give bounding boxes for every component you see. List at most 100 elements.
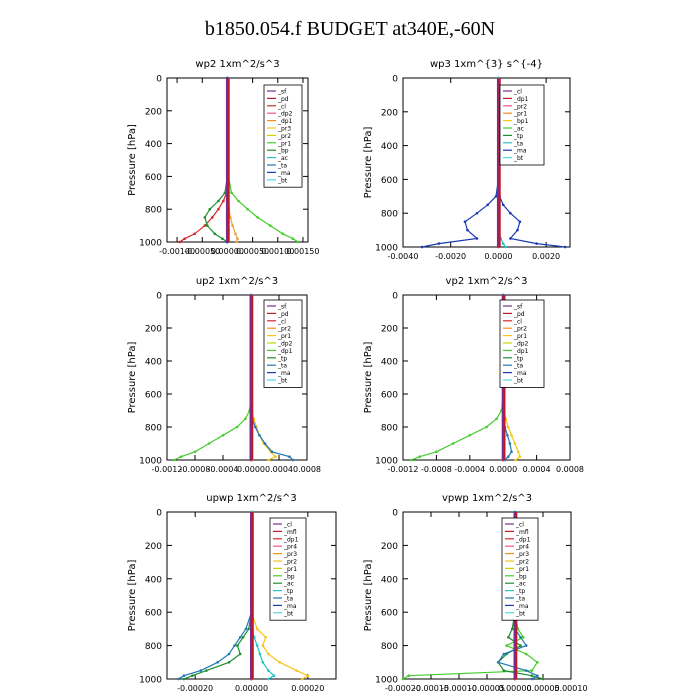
y-tick-label: 600 bbox=[381, 609, 398, 619]
legend-label: _ta bbox=[513, 140, 523, 147]
series-point bbox=[230, 191, 233, 195]
x-tick-label: -0.0008 bbox=[180, 465, 211, 474]
x-tick-label: 0.00020 bbox=[291, 684, 324, 693]
legend-label: _tp bbox=[277, 355, 287, 362]
legend-label: _pr1 bbox=[277, 333, 291, 340]
series-point bbox=[516, 450, 520, 454]
y-axis-label: Pressure [hPa] bbox=[363, 560, 374, 632]
y-tick-label: 800 bbox=[381, 210, 398, 220]
legend-label: _dp1 bbox=[277, 348, 293, 355]
y-axis-label: Pressure [hPa] bbox=[363, 127, 374, 199]
series-point bbox=[291, 237, 295, 240]
legend-label: _bp bbox=[515, 573, 527, 580]
series-point bbox=[267, 458, 270, 462]
x-tick-label: 0.0000 bbox=[484, 252, 512, 261]
chart-panel-3: up2 1xm^2/s^3 0 200 400 600 800 1000 Pressure [… bbox=[127, 276, 321, 474]
series-point bbox=[203, 216, 207, 219]
series-point bbox=[223, 191, 227, 195]
legend-label: _pr4 bbox=[283, 544, 297, 551]
series-point bbox=[267, 669, 270, 672]
series-line-cl bbox=[179, 78, 228, 243]
x-tick-label: -0.00020 bbox=[177, 684, 213, 693]
series-point bbox=[236, 644, 239, 647]
series-point bbox=[270, 450, 274, 454]
series-point bbox=[182, 677, 186, 681]
legend-label: _ma bbox=[277, 370, 291, 377]
series-point bbox=[258, 652, 262, 656]
series-point bbox=[222, 199, 225, 203]
series-point bbox=[410, 458, 413, 462]
legend-label: _pr1 bbox=[277, 140, 291, 147]
legend-label: _cl bbox=[513, 89, 522, 96]
series-point bbox=[231, 224, 234, 227]
series-point bbox=[211, 216, 214, 219]
legend-label: _bp bbox=[283, 573, 295, 580]
legend-box bbox=[263, 84, 303, 188]
legend-label: _sf bbox=[277, 304, 287, 311]
x-tick-label: -0.0012 bbox=[388, 465, 419, 474]
x-tick-label: 0.0008 bbox=[556, 465, 584, 474]
series-point bbox=[524, 652, 528, 656]
series-line-bp bbox=[204, 78, 228, 243]
legend-label: _cl bbox=[283, 522, 292, 529]
series-point bbox=[407, 674, 410, 677]
series-point bbox=[510, 450, 513, 454]
series-point bbox=[233, 644, 236, 647]
legend-label: _tp bbox=[513, 355, 523, 362]
x-tick-label: 0.0008 bbox=[293, 465, 321, 474]
chart-title: vp2 1xm^2/s^3 bbox=[446, 276, 528, 287]
series-point bbox=[199, 669, 203, 672]
legend-label: _pd bbox=[513, 311, 525, 318]
series-point bbox=[234, 232, 237, 236]
series-point bbox=[306, 674, 310, 677]
series-point bbox=[264, 636, 267, 639]
series-point bbox=[468, 434, 472, 437]
series-point bbox=[207, 442, 211, 445]
series-point bbox=[475, 237, 479, 240]
y-tick-label: 0 bbox=[156, 509, 162, 519]
legend-label: _dp1 bbox=[515, 536, 531, 543]
legend-box bbox=[501, 517, 539, 621]
series-point bbox=[514, 458, 517, 462]
series-point bbox=[208, 207, 212, 211]
series-point bbox=[255, 627, 259, 631]
chart-panel-1: wp2 1xm^2/s^3 0 200 400 600 800 1000 Pressure [… bbox=[127, 59, 320, 256]
series-line-dp2 bbox=[173, 295, 252, 461]
legend-label: _bt bbox=[277, 378, 288, 385]
legend-label: _ac bbox=[277, 155, 288, 162]
series-point bbox=[502, 652, 506, 656]
y-tick-label: 200 bbox=[145, 542, 162, 552]
x-tick-label: 0.00000 bbox=[211, 247, 244, 256]
series-point bbox=[506, 434, 509, 437]
series-point bbox=[255, 644, 259, 647]
y-tick-label: 0 bbox=[392, 292, 398, 302]
series-point bbox=[281, 232, 285, 236]
series-point bbox=[291, 458, 295, 462]
series-point bbox=[530, 674, 534, 677]
y-tick-label: 200 bbox=[381, 542, 398, 552]
series-point bbox=[253, 425, 257, 429]
y-tick-label: 0 bbox=[392, 509, 398, 519]
y-tick-label: 0 bbox=[156, 292, 162, 302]
series-point bbox=[278, 661, 282, 664]
legend-box bbox=[269, 517, 307, 621]
legend-label: _ta bbox=[277, 163, 287, 170]
legend-label: _ma bbox=[513, 370, 527, 377]
y-tick-label: 400 bbox=[145, 575, 162, 585]
x-tick-label: -0.00005 bbox=[469, 684, 505, 693]
series-point bbox=[522, 636, 525, 639]
series-point bbox=[507, 636, 510, 639]
series-point bbox=[501, 203, 505, 207]
y-tick-label: 0 bbox=[156, 75, 162, 85]
series-line-tp bbox=[421, 78, 499, 248]
legend-label: _sf bbox=[513, 304, 523, 311]
y-tick-label: 1000 bbox=[375, 457, 398, 467]
legend-label: _dp1 bbox=[513, 348, 529, 355]
y-axis-label: Pressure [hPa] bbox=[127, 342, 138, 414]
series-point bbox=[238, 652, 242, 656]
legend-label: _dp2 bbox=[277, 111, 293, 118]
series-point bbox=[437, 242, 441, 245]
legend-label: _ac bbox=[513, 126, 524, 133]
legend-label: _bt bbox=[513, 378, 524, 385]
x-tick-label: 0.00000 bbox=[498, 684, 531, 693]
